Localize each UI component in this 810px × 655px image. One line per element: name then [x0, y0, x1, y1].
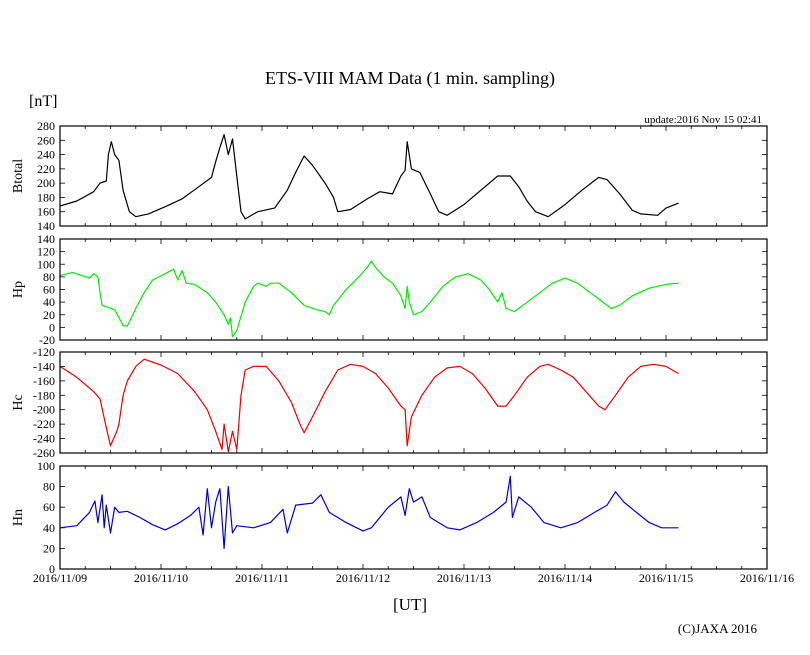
y-tick-label: 20 [43, 308, 55, 322]
y-tick-label: 200 [37, 176, 55, 190]
panel-label: Hp [11, 281, 26, 298]
x-tick-label: 2016/11/10 [134, 571, 188, 585]
panels: 280260240220200180160140Btotal1401201008… [11, 119, 768, 576]
panel-label: Hc [11, 394, 26, 410]
series-line-hn [59, 475, 679, 549]
y-tick-label: 100 [37, 257, 55, 271]
series-line-btotal [59, 134, 679, 220]
panel-hc: -120-140-160-180-200-220-240-260 Hc [11, 345, 768, 460]
y-tick-label: -160 [33, 374, 55, 388]
y-tick-label: 140 [37, 232, 55, 246]
y-tick-label: 160 [37, 205, 55, 219]
y-tick-label: 20 [43, 541, 55, 555]
y-tick-label: 240 [37, 148, 55, 162]
y-tick-label: -220 [33, 417, 55, 431]
x-tick-label: 2016/11/16 [740, 571, 794, 585]
y-tick-label: 140 [37, 219, 55, 233]
y-tick-label: 0 [49, 320, 55, 334]
panel-label: Hn [11, 509, 26, 526]
y-tick-label: 100 [37, 459, 55, 473]
y-tick-label: 80 [43, 270, 55, 284]
x-tick-label: 2016/11/13 [437, 571, 491, 585]
x-tick-label: 2016/11/15 [639, 571, 693, 585]
y-tick-label: 280 [37, 119, 55, 133]
x-tick-label: 2016/11/11 [235, 571, 289, 585]
y-tick-label: 40 [43, 295, 55, 309]
copyright: (C)JAXA 2016 [678, 621, 758, 636]
y-tick-label: -120 [33, 345, 55, 359]
y-tick-label: 0 [49, 562, 55, 576]
y-tick-label: -240 [33, 432, 55, 446]
x-tick-labels: 2016/11/09 2016/11/10 2016/11/11 2016/11/12… [33, 571, 794, 585]
y-tick-label: -260 [33, 446, 55, 460]
y-tick-label: -20 [39, 333, 55, 347]
update-timestamp: update:2016 Nov 15 02:41 [644, 114, 762, 126]
x-tick-label: 2016/11/09 [33, 571, 87, 585]
y-tick-label: 60 [43, 283, 55, 297]
series-line-hc [59, 358, 679, 453]
y-tick-label: 80 [43, 480, 55, 494]
y-tick-label: -200 [33, 403, 55, 417]
panel-frame [59, 125, 768, 227]
panel-frame [59, 351, 768, 454]
series-line-hp [59, 260, 679, 338]
y-tick-label: 60 [43, 500, 55, 514]
x-tick-label: 2016/11/12 [336, 571, 390, 585]
y-tick-label: 260 [37, 133, 55, 147]
panel-label: Btotal [11, 159, 26, 193]
unit-label: [nT] [29, 93, 57, 110]
panel-frame [59, 465, 768, 570]
panel-frame [59, 238, 768, 341]
y-tick-label: 120 [37, 245, 55, 259]
x-axis-label: [UT] [393, 595, 427, 614]
y-tick-label: 40 [43, 521, 55, 535]
panel-hn: 100 80 60 40 20 0 Hn [11, 459, 768, 576]
y-tick-label: -140 [33, 359, 55, 373]
y-tick-label: -180 [33, 388, 55, 402]
x-tick-label: 2016/11/14 [538, 571, 592, 585]
chart-title: ETS-VIII MAM Data (1 min. sampling) [265, 68, 555, 89]
y-tick-label: 180 [37, 190, 55, 204]
y-tick-label: 220 [37, 162, 55, 176]
